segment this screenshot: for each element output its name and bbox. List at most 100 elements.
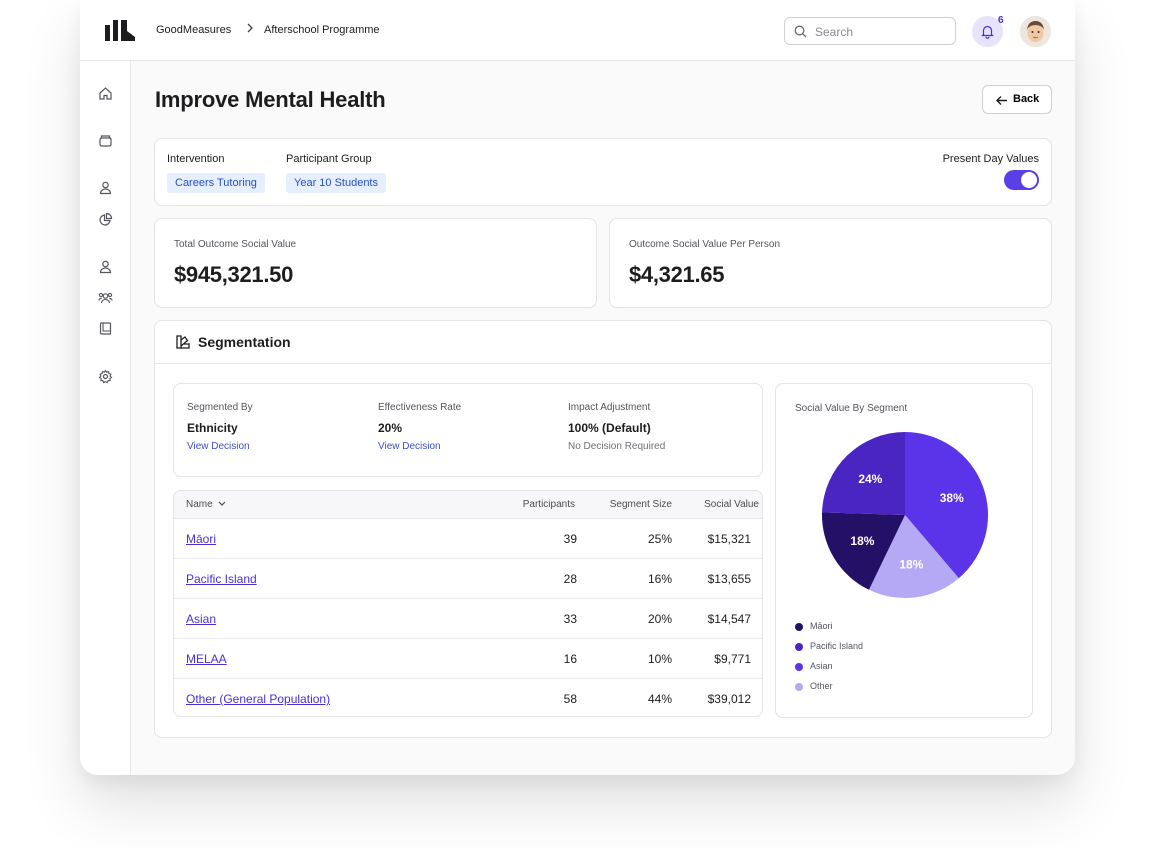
segmented-by-view-decision-link[interactable]: View Decision <box>187 441 250 452</box>
segmentation-card: Segmentation Segmented By Ethnicity View… <box>154 320 1052 738</box>
archive-icon[interactable] <box>98 133 113 148</box>
participants-cell: 28 <box>563 572 577 586</box>
participants-cell: 33 <box>563 612 577 626</box>
table-row: Other (General Population) 58 44% $39,01… <box>174 679 762 716</box>
present-day-toggle[interactable] <box>1004 170 1039 190</box>
intervention-label: Intervention <box>167 153 225 165</box>
intervention-chip[interactable]: Careers Tutoring <box>167 173 265 193</box>
legend-swatch <box>795 643 803 651</box>
participants-cell: 39 <box>563 532 577 546</box>
table-header: Name Participants Segment Size Social Va… <box>174 491 762 519</box>
social-value-cell: $15,321 <box>707 532 751 546</box>
sidebar <box>80 61 131 775</box>
chart-title: Social Value By Segment <box>795 403 908 414</box>
segment-name-link[interactable]: Māori <box>186 532 217 546</box>
table-row: Asian 33 20% $14,547 <box>174 599 762 639</box>
segmented-by-block: Segmented By Ethnicity View Decision <box>187 402 253 452</box>
impact-note: No Decision Required <box>568 441 666 452</box>
segment-size-cell: 25% <box>647 532 672 546</box>
segment-name-link[interactable]: MELAA <box>186 652 227 666</box>
segment-name-link[interactable]: Other (General Population) <box>186 692 331 706</box>
impact-label: Impact Adjustment <box>568 402 651 413</box>
pie-slice <box>822 432 905 515</box>
breadcrumb-program[interactable]: Afterschool Programme <box>264 24 380 36</box>
effectiveness-value: 20% <box>378 421 403 435</box>
total-value-card: Total Outcome Social Value $945,321.50 <box>154 218 597 308</box>
column-header-name[interactable]: Name <box>186 499 226 510</box>
effectiveness-label: Effectiveness Rate <box>378 402 462 413</box>
column-header-participants: Participants <box>522 499 575 510</box>
effectiveness-view-decision-link[interactable]: View Decision <box>378 441 441 452</box>
social-value-chart-card: Social Value By Segment 38% 18% 18% 24% Māo… <box>775 383 1033 718</box>
table-row: MELAA 16 10% $9,771 <box>174 639 762 679</box>
segmentation-title: Segmentation <box>198 334 291 350</box>
chevron-right-icon <box>247 23 253 33</box>
legend-swatch <box>795 683 803 691</box>
participants-cell: 16 <box>563 652 577 666</box>
avatar-face-icon <box>1020 16 1051 47</box>
pie-slice <box>905 432 988 579</box>
segment-size-cell: 10% <box>647 652 672 666</box>
segmentation-header: Segmentation <box>155 321 1051 364</box>
legend-swatch <box>795 663 803 671</box>
back-button-label: Back <box>1013 93 1040 105</box>
segment-size-cell: 20% <box>647 612 672 626</box>
column-header-segment-size: Segment Size <box>609 499 672 510</box>
social-value-cell: $13,655 <box>707 572 751 586</box>
search-icon <box>794 25 807 38</box>
toggle-knob <box>1021 172 1037 188</box>
segment-size-cell: 16% <box>647 572 672 586</box>
settings-gear-icon[interactable] <box>98 369 113 384</box>
table-row: Pacific Island 28 16% $13,655 <box>174 559 762 599</box>
app-window: GoodMeasures Afterschool Programme 6 <box>80 0 1075 775</box>
total-value-amount: $945,321.50 <box>174 262 294 287</box>
participant-group-label: Participant Group <box>286 153 372 165</box>
bell-icon <box>981 25 994 39</box>
pie-slice-label: 18% <box>850 534 874 548</box>
pie-slice-label: 38% <box>940 491 964 505</box>
user-icon[interactable] <box>98 180 113 195</box>
group-icon[interactable] <box>98 290 113 305</box>
top-bar: GoodMeasures Afterschool Programme 6 <box>80 0 1075 61</box>
pie-slice-label: 24% <box>858 472 882 486</box>
segment-name-link[interactable]: Asian <box>186 612 217 626</box>
per-person-card: Outcome Social Value Per Person $4,321.6… <box>609 218 1052 308</box>
notifications-button[interactable] <box>972 16 1003 47</box>
search-input[interactable] <box>815 22 945 41</box>
social-value-cell: $9,771 <box>714 652 751 666</box>
pie-chart: 38% 18% 18% 24% <box>822 432 988 598</box>
goodmeasures-logo[interactable] <box>105 20 139 42</box>
segmentation-meta-card: Segmented By Ethnicity View Decision Eff… <box>173 383 763 477</box>
segment-size-cell: 44% <box>647 692 672 706</box>
legend-label: Asian <box>810 661 833 671</box>
segment-name-link[interactable]: Pacific Island <box>186 572 257 586</box>
arrow-left-icon <box>996 96 1007 105</box>
breadcrumb-org[interactable]: GoodMeasures <box>156 24 232 36</box>
per-person-label: Outcome Social Value Per Person <box>629 239 781 250</box>
person-icon[interactable] <box>98 259 113 274</box>
table-row: Māori 39 25% $15,321 <box>174 519 762 559</box>
legend-label: Other <box>810 681 833 691</box>
pie-slice-label: 18% <box>899 557 923 571</box>
user-avatar[interactable] <box>1020 16 1051 47</box>
pie-slice <box>822 512 905 590</box>
filter-card: Intervention Careers Tutoring Participan… <box>154 138 1052 206</box>
notification-count-badge: 6 <box>998 15 1004 26</box>
pie-chart-icon[interactable] <box>98 212 113 227</box>
back-button[interactable]: Back <box>982 85 1052 114</box>
effectiveness-block: Effectiveness Rate 20% View Decision <box>378 402 461 452</box>
social-value-cell: $14,547 <box>707 612 751 626</box>
impact-block: Impact Adjustment 100% (Default) No Deci… <box>568 402 665 452</box>
participants-cell: 58 <box>563 692 577 706</box>
participant-group-chip[interactable]: Year 10 Students <box>286 173 386 193</box>
chevron-down-icon <box>219 501 226 506</box>
search-box[interactable] <box>784 17 956 45</box>
total-value-label: Total Outcome Social Value <box>174 239 297 250</box>
book-icon[interactable] <box>98 321 113 336</box>
segmented-by-value: Ethnicity <box>187 421 238 435</box>
impact-value: 100% (Default) <box>568 421 651 435</box>
home-icon[interactable] <box>98 86 113 101</box>
per-person-amount: $4,321.65 <box>629 262 725 287</box>
social-value-cell: $39,012 <box>707 692 751 706</box>
column-header-social-value: Social Value <box>704 499 759 510</box>
